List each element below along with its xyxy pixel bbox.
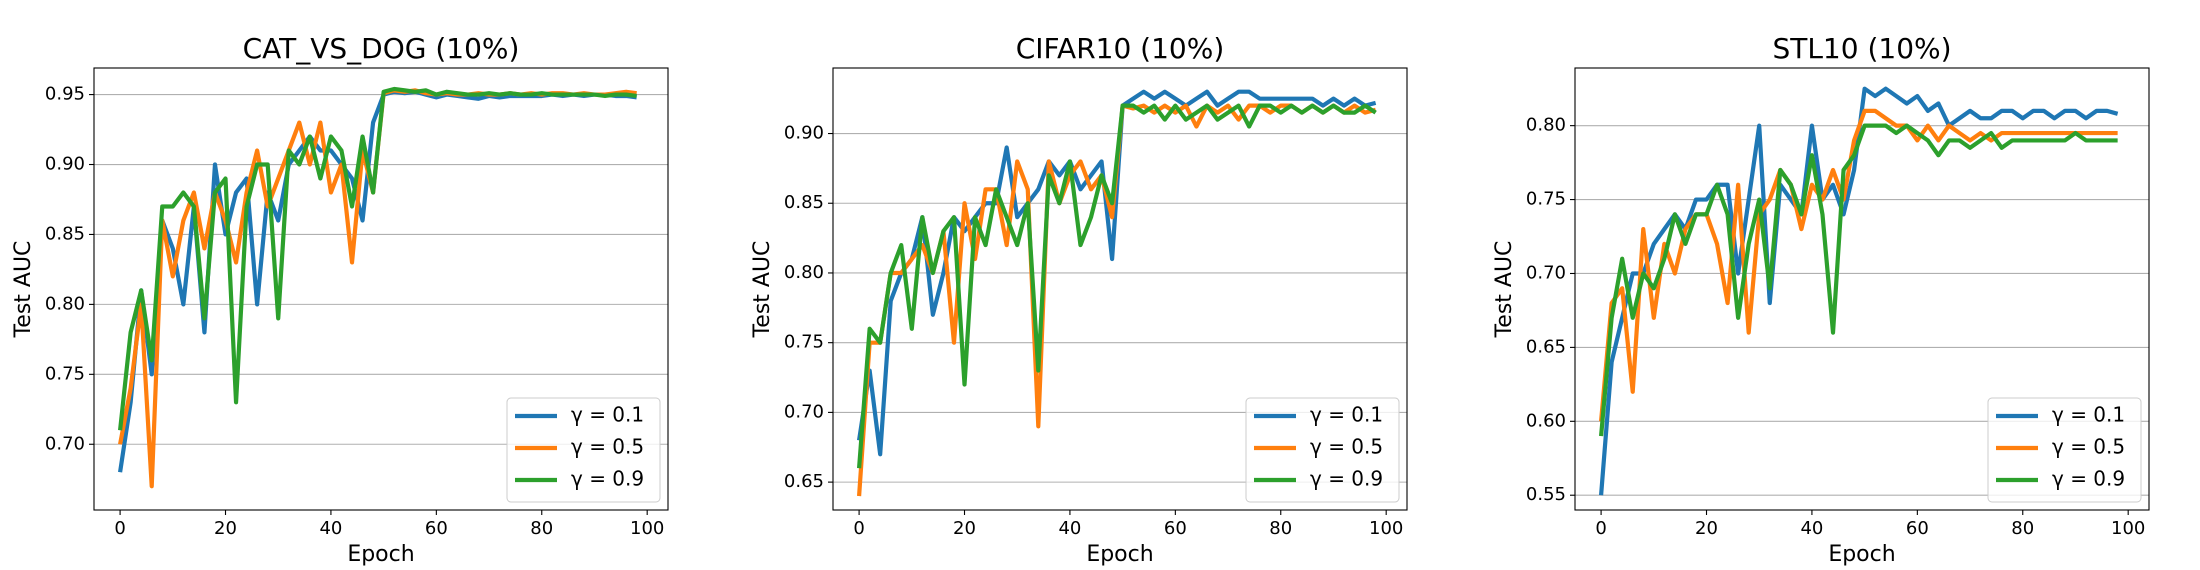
y-tick-label: 0.75	[45, 363, 85, 384]
y-tick-label: 0.95	[45, 84, 85, 105]
chart-title: CAT_VS_DOG (10%)	[243, 32, 520, 65]
legend-label: γ = 0.9	[1310, 467, 1383, 491]
x-tick-label: 40	[1800, 518, 1823, 539]
y-tick-label: 0.70	[45, 433, 85, 454]
x-tick-label: 80	[1269, 518, 1292, 539]
x-tick-label: 100	[2111, 518, 2145, 539]
x-tick-label: 0	[114, 518, 125, 539]
chart-title: STL10 (10%)	[1772, 32, 1951, 65]
x-tick-label: 80	[2011, 518, 2034, 539]
y-tick-label: 0.65	[1526, 336, 1566, 357]
legend-label: γ = 0.9	[2052, 467, 2125, 491]
series-line	[1598, 108, 2118, 422]
plot-frame	[93, 67, 669, 511]
legend-label: γ = 0.1	[571, 403, 644, 427]
y-tick-label: 0.85	[784, 192, 824, 213]
y-tick-label: 0.80	[45, 293, 85, 314]
legend-box	[1245, 397, 1400, 503]
plot-frame	[832, 67, 1408, 511]
y-tick-label: 0.80	[1526, 115, 1566, 136]
y-tick-label: 0.70	[784, 401, 824, 422]
x-axis-label: Epoch	[1086, 542, 1153, 567]
x-tick-label: 0	[1595, 518, 1606, 539]
y-tick-label: 0.85	[45, 223, 85, 244]
x-tick-label: 80	[530, 518, 553, 539]
x-tick-label: 20	[1695, 518, 1718, 539]
x-axis-label: Epoch	[1828, 542, 1895, 567]
y-tick-label: 0.90	[45, 154, 85, 175]
legend-box	[506, 397, 661, 503]
legend-label: γ = 0.5	[2052, 435, 2125, 459]
y-tick-label: 0.80	[784, 262, 824, 283]
series-line	[118, 86, 637, 431]
x-tick-label: 40	[1058, 518, 1081, 539]
y-tick-label: 0.90	[784, 123, 824, 144]
y-axis-label: Test AUC	[750, 241, 775, 339]
y-tick-label: 0.55	[1526, 484, 1566, 505]
x-tick-label: 100	[630, 518, 664, 539]
legend-box	[1987, 397, 2142, 503]
chart-panel: STL10 (10%) 0.55 0.60 0.65 0.70 0.75 0.80 0 20 40…	[1492, 32, 2150, 567]
x-axis-label: Epoch	[347, 542, 414, 567]
series-line	[856, 103, 1377, 469]
y-axis-label: Test AUC	[1492, 241, 1517, 339]
y-tick-label: 0.65	[784, 471, 824, 492]
plot-frame	[1574, 67, 2150, 511]
y-axis-label: Test AUC	[11, 241, 36, 339]
chart-panel: CAT_VS_DOG (10%) 0.70 0.75 0.80 0.85 0.90 0.95…	[11, 32, 669, 567]
series-line	[1598, 123, 2118, 437]
x-tick-label: 60	[1906, 518, 1929, 539]
chart-panel: CIFAR10 (10%) 0.65 0.70 0.75 0.80 0.85 0.90 0 20…	[750, 32, 1408, 567]
legend-label: γ = 0.5	[1310, 435, 1383, 459]
x-tick-label: 60	[425, 518, 448, 539]
x-tick-label: 40	[319, 518, 342, 539]
y-tick-label: 0.75	[784, 332, 824, 353]
x-tick-label: 20	[214, 518, 237, 539]
legend-label: γ = 0.5	[571, 435, 644, 459]
legend-label: γ = 0.1	[2052, 403, 2125, 427]
legend-label: γ = 0.1	[1310, 403, 1383, 427]
legend-label: γ = 0.9	[571, 467, 644, 491]
y-tick-label: 0.75	[1526, 189, 1566, 210]
y-tick-label: 0.60	[1526, 410, 1566, 431]
x-tick-label: 20	[953, 518, 976, 539]
x-tick-label: 0	[853, 518, 864, 539]
x-tick-label: 100	[1369, 518, 1403, 539]
chart-title: CIFAR10 (10%)	[1016, 32, 1225, 65]
y-tick-label: 0.70	[1526, 262, 1566, 283]
x-tick-label: 60	[1164, 518, 1187, 539]
